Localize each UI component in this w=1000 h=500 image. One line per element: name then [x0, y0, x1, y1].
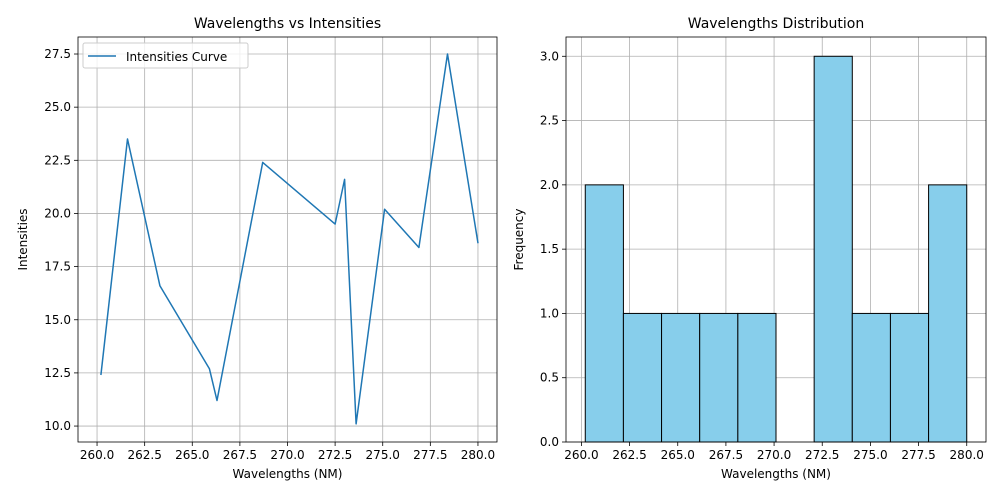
line-x-tick-label: 262.5 — [127, 448, 161, 462]
histogram-bar — [584, 184, 624, 443]
histogram-x-axis-label: Wavelengths (NM) — [721, 467, 831, 481]
hist-x-tick-label: 275.0 — [853, 448, 887, 462]
hist-y-tick-label: 1.0 — [540, 306, 559, 320]
hist-y-tick-label: 0.5 — [540, 371, 559, 385]
line-series-group — [100, 53, 479, 425]
hist-x-tick-label: 260.0 — [564, 448, 598, 462]
histogram-panel: 260.0 262.5 265.0 267.5 270.0 272.5 275.0 277.5… — [512, 16, 987, 481]
line-x-tick-label: 280.0 — [461, 448, 495, 462]
hist-x-tick-label: 270.0 — [757, 448, 791, 462]
histogram-bar — [737, 312, 777, 443]
histogram-bar — [661, 312, 701, 443]
line-y-tick-label: 17.5 — [44, 260, 71, 274]
histogram-plot-frame — [565, 36, 987, 443]
hist-y-tick-label: 0.0 — [540, 435, 559, 449]
line-y-tick-label: 22.5 — [44, 153, 71, 167]
hist-y-tick-label: 3.0 — [540, 49, 559, 63]
hist-y-tick-label: 2.0 — [540, 178, 559, 192]
line-x-tick-label: 277.5 — [413, 448, 447, 462]
line-y-tick-label: 10.0 — [44, 419, 71, 433]
line-x-axis-ticks: 260.0 262.5 265.0 267.5 270.0 272.5 275.0 277.5… — [80, 442, 495, 462]
line-x-axis-label: Wavelengths (NM) — [233, 467, 343, 481]
histogram-x-axis-ticks: 260.0 262.5 265.0 267.5 270.0 272.5 275.0 277.5… — [564, 442, 984, 462]
histogram-bar — [699, 312, 739, 443]
line-x-tick-label: 260.0 — [80, 448, 114, 462]
line-y-tick-label: 12.5 — [44, 366, 71, 380]
line-legend: Intensities Curve — [82, 42, 249, 69]
hist-x-tick-label: 267.5 — [709, 448, 743, 462]
line-y-tick-label: 15.0 — [44, 313, 71, 327]
line-x-tick-label: 267.5 — [223, 448, 257, 462]
line-x-tick-label: 272.5 — [318, 448, 352, 462]
histogram-title: Wavelengths Distribution — [688, 16, 864, 32]
hist-y-tick-label: 2.5 — [540, 114, 559, 128]
legend-label: Intensities Curve — [126, 50, 227, 64]
histogram-bar — [928, 184, 968, 443]
hist-y-tick-label: 1.5 — [540, 242, 559, 256]
line-y-axis-label: Intensities — [16, 208, 30, 270]
intensities-curve-line — [100, 53, 479, 425]
line-chart-title: Wavelengths vs Intensities — [194, 16, 381, 32]
line-x-tick-label: 270.0 — [270, 448, 304, 462]
line-grid — [78, 37, 497, 442]
histogram-bar — [889, 312, 930, 443]
histogram-bar — [813, 55, 853, 443]
line-y-tick-label: 27.5 — [44, 47, 71, 61]
line-chart-panel: 260.0 262.5 265.0 267.5 270.0 272.5 275.0 277.5… — [16, 16, 498, 481]
histogram-bar — [851, 312, 891, 443]
histogram-bar — [622, 312, 663, 443]
line-y-tick-label: 20.0 — [44, 206, 71, 220]
hist-x-tick-label: 262.5 — [612, 448, 646, 462]
line-x-tick-label: 265.0 — [175, 448, 209, 462]
line-y-tick-label: 25.0 — [44, 100, 71, 114]
line-x-tick-label: 275.0 — [366, 448, 400, 462]
line-y-axis-ticks: 10.0 12.5 15.0 17.5 20.0 22.5 25.0 27.5 — [44, 47, 78, 433]
histogram-y-axis-ticks: 0.0 0.5 1.0 1.5 2.0 2.5 3.0 — [540, 49, 566, 449]
legend-box — [82, 42, 249, 69]
hist-x-tick-label: 265.0 — [661, 448, 695, 462]
hist-x-tick-label: 277.5 — [901, 448, 935, 462]
histogram-y-axis-label: Frequency — [512, 209, 526, 271]
hist-x-tick-label: 280.0 — [950, 448, 984, 462]
hist-x-tick-label: 272.5 — [805, 448, 839, 462]
